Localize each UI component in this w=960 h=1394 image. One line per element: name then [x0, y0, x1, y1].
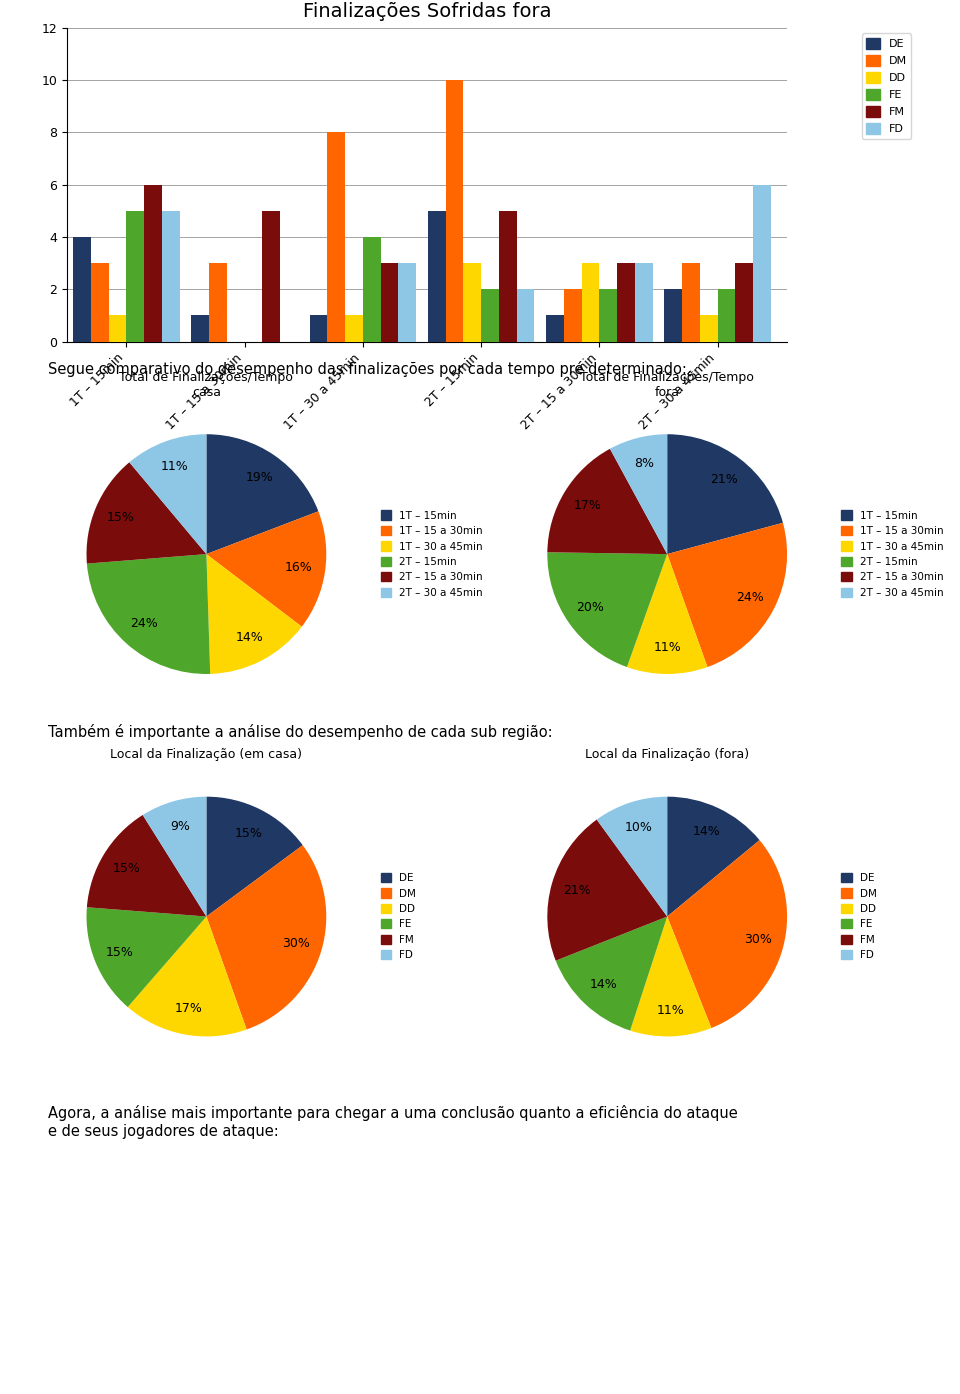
Text: 15%: 15% — [234, 827, 262, 839]
Bar — [363, 237, 380, 342]
Bar — [635, 263, 653, 342]
Text: 30%: 30% — [282, 937, 310, 951]
Wedge shape — [667, 841, 787, 1027]
Wedge shape — [86, 463, 206, 563]
Wedge shape — [206, 512, 326, 627]
Bar — [754, 184, 771, 342]
Legend: DE, DM, DD, FE, FM, FD: DE, DM, DD, FE, FM, FD — [837, 868, 881, 965]
Text: 20%: 20% — [576, 601, 604, 613]
Wedge shape — [206, 553, 301, 673]
Title: Local da Finalização (em casa): Local da Finalização (em casa) — [110, 749, 302, 761]
Text: Segue comparativo do desempenho das finalizações por cada tempo pré determinado:: Segue comparativo do desempenho das fina… — [48, 361, 686, 378]
Bar — [91, 263, 108, 342]
Bar — [428, 210, 445, 342]
Text: 14%: 14% — [235, 630, 263, 644]
Bar — [327, 132, 346, 342]
Wedge shape — [667, 797, 759, 917]
Legend: DE, DM, DD, FE, FM, FD: DE, DM, DD, FE, FM, FD — [376, 868, 420, 965]
Text: 21%: 21% — [710, 474, 738, 487]
Text: Também é importante a análise do desempenho de cada sub região:: Também é importante a análise do desempe… — [48, 723, 553, 740]
Bar — [664, 290, 683, 342]
Wedge shape — [143, 797, 206, 917]
Wedge shape — [128, 917, 247, 1036]
Wedge shape — [87, 553, 210, 673]
Legend: 1T – 15min, 1T – 15 a 30min, 1T – 30 a 45min, 2T – 15min, 2T – 15 a 30min, 2T – : 1T – 15min, 1T – 15 a 30min, 1T – 30 a 4… — [376, 506, 487, 602]
Bar — [162, 210, 180, 342]
Text: Agora, a análise mais importante para chegar a uma conclusão quanto a eficiência: Agora, a análise mais importante para ch… — [48, 1105, 737, 1139]
Bar — [209, 263, 227, 342]
Bar — [700, 315, 718, 342]
Wedge shape — [206, 435, 319, 553]
Title: Finalizações Sofridas fora: Finalizações Sofridas fora — [303, 1, 551, 21]
Text: 21%: 21% — [564, 884, 591, 896]
Wedge shape — [610, 434, 667, 553]
Bar — [499, 210, 516, 342]
Text: 11%: 11% — [657, 1004, 684, 1016]
Text: 24%: 24% — [736, 591, 764, 604]
Wedge shape — [667, 435, 783, 553]
Text: 17%: 17% — [175, 1002, 203, 1015]
Bar — [464, 263, 481, 342]
Bar — [144, 184, 162, 342]
Wedge shape — [206, 845, 326, 1030]
Wedge shape — [556, 917, 667, 1030]
Text: 16%: 16% — [285, 560, 313, 574]
Wedge shape — [547, 449, 667, 553]
Bar — [481, 290, 499, 342]
Text: 10%: 10% — [624, 821, 652, 834]
Bar — [599, 290, 617, 342]
Text: 9%: 9% — [171, 820, 190, 834]
Text: 15%: 15% — [112, 861, 140, 874]
Bar — [262, 210, 280, 342]
Legend: 1T – 15min, 1T – 15 a 30min, 1T – 30 a 45min, 2T – 15min, 2T – 15 a 30min, 2T – : 1T – 15min, 1T – 15 a 30min, 1T – 30 a 4… — [837, 506, 948, 602]
Text: 14%: 14% — [589, 979, 617, 991]
Wedge shape — [86, 815, 206, 917]
Wedge shape — [130, 434, 206, 553]
Bar — [516, 290, 535, 342]
Text: 19%: 19% — [246, 471, 274, 484]
Text: 30%: 30% — [744, 934, 772, 947]
Bar — [191, 315, 209, 342]
Text: 15%: 15% — [107, 512, 134, 524]
Wedge shape — [597, 797, 667, 917]
Bar — [127, 210, 144, 342]
Legend: DE, DM, DD, FE, FM, FD: DE, DM, DD, FE, FM, FD — [862, 33, 911, 139]
Wedge shape — [667, 523, 787, 668]
Text: 15%: 15% — [106, 945, 133, 959]
Title: Total de Finalizações/Tempo
casa: Total de Finalizações/Tempo casa — [119, 371, 294, 399]
Text: 11%: 11% — [160, 460, 188, 473]
Text: 24%: 24% — [131, 618, 158, 630]
Text: 17%: 17% — [573, 499, 601, 512]
Bar — [108, 315, 127, 342]
Bar — [73, 237, 91, 342]
Bar — [564, 290, 582, 342]
Bar — [546, 315, 564, 342]
Text: 8%: 8% — [635, 457, 654, 470]
Text: 11%: 11% — [654, 641, 681, 654]
Wedge shape — [547, 820, 667, 960]
Title: Total de Finalizações/Tempo
fora: Total de Finalizações/Tempo fora — [580, 371, 755, 399]
Bar — [718, 290, 735, 342]
Wedge shape — [627, 553, 708, 675]
Bar — [445, 81, 464, 342]
Wedge shape — [547, 552, 667, 668]
Bar — [735, 263, 754, 342]
Wedge shape — [86, 907, 206, 1006]
Title: Local da Finalização (fora): Local da Finalização (fora) — [586, 749, 749, 761]
Bar — [346, 315, 363, 342]
Bar — [380, 263, 398, 342]
Bar — [310, 315, 327, 342]
Bar — [617, 263, 635, 342]
Wedge shape — [206, 797, 302, 917]
Bar — [582, 263, 599, 342]
Bar — [683, 263, 700, 342]
Bar — [398, 263, 416, 342]
Wedge shape — [630, 917, 711, 1037]
Text: 14%: 14% — [693, 825, 721, 838]
